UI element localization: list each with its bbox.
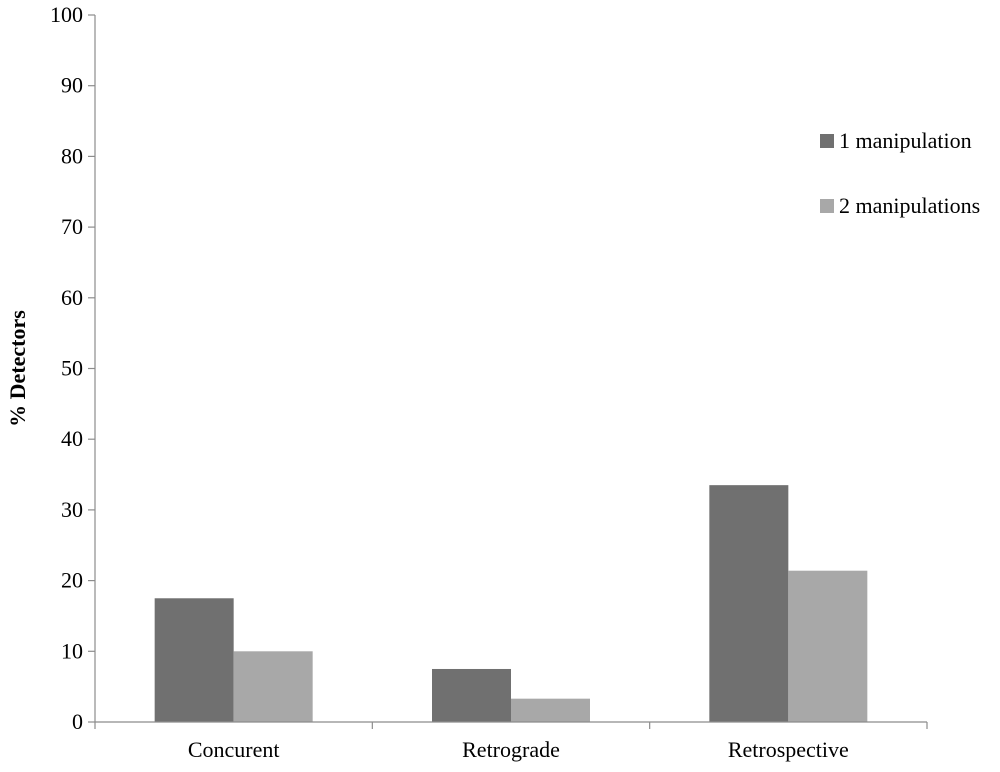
y-tick-label: 70 <box>61 214 83 239</box>
bars-group <box>154 485 868 722</box>
y-tick-label: 60 <box>61 285 83 310</box>
legend-label: 1 manipulation <box>839 128 972 153</box>
legend-label: 2 manipulations <box>839 193 980 218</box>
y-tick-label: 30 <box>61 497 83 522</box>
y-tick-label: 0 <box>72 709 83 734</box>
y-axis-title: % Detectors <box>5 310 30 427</box>
y-tick-label: 80 <box>61 143 83 168</box>
y-tick-label: 10 <box>61 638 83 663</box>
legend: 1 manipulation 2 manipulations <box>820 128 980 218</box>
y-tick-label: 100 <box>50 2 83 27</box>
bar <box>233 651 313 722</box>
bar <box>788 570 868 722</box>
legend-swatch <box>820 199 834 213</box>
legend-swatch <box>820 134 834 148</box>
y-tick-label: 90 <box>61 73 83 98</box>
x-tick-label: Retrograde <box>462 737 560 762</box>
bar <box>511 698 590 722</box>
bar <box>709 485 789 722</box>
y-axis-ticks: 0 10 20 30 40 50 60 70 80 90 100 <box>50 2 95 734</box>
y-tick-label: 20 <box>61 568 83 593</box>
bar <box>432 668 511 722</box>
x-axis-ticks: Concurent Retrograde Retrospective <box>94 722 928 762</box>
x-tick-label: Retrospective <box>728 737 849 762</box>
x-tick-label: Concurent <box>188 737 280 762</box>
y-tick-label: 50 <box>61 356 83 381</box>
bar <box>154 598 234 722</box>
y-tick-label: 40 <box>61 426 83 451</box>
